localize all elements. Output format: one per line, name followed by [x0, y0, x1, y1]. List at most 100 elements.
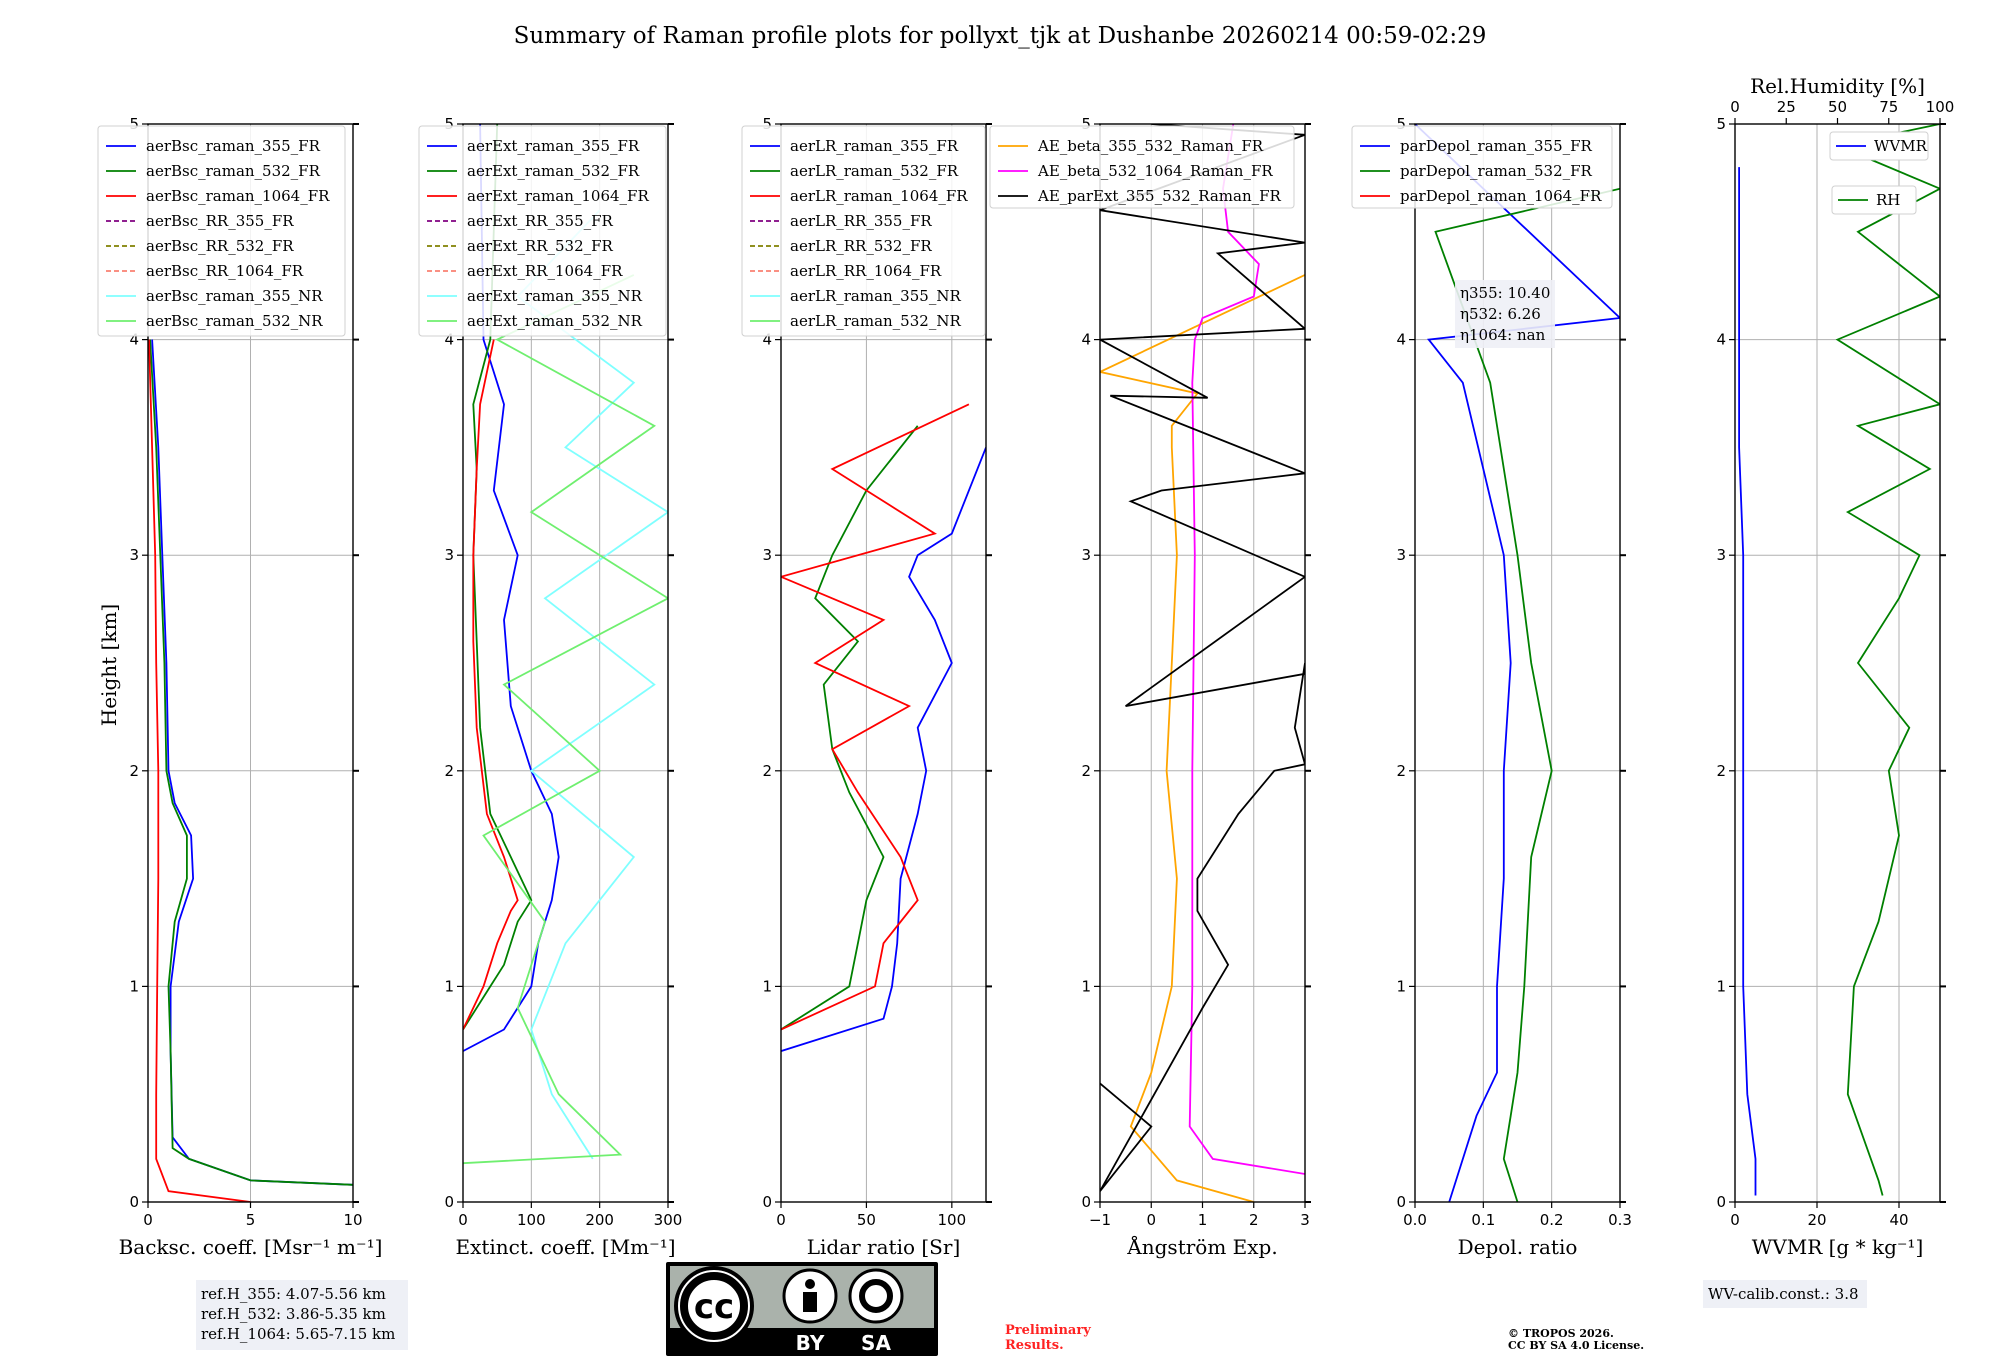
- series-line-aerExt_raman_532_FR: [463, 124, 533, 1030]
- copyright-line-2: CC BY SA 4.0 License.: [1508, 1339, 1644, 1352]
- legend-entry: aerLR_RR_355_FR: [790, 212, 932, 230]
- legend-entry: aerBsc_raman_355_FR: [146, 137, 321, 155]
- eta-value: η355: 10.40: [1460, 284, 1550, 302]
- legend-box: [1829, 131, 1929, 161]
- legend-entry: aerExt_raman_355_FR: [467, 137, 640, 155]
- legend-box: [1831, 185, 1917, 215]
- top-axis-label: Rel.Humidity [%]: [1750, 74, 1925, 98]
- x-tick-label: 0.2: [1540, 1211, 1564, 1229]
- y-tick-label: 2: [1716, 762, 1726, 780]
- figure-title: Summary of Raman profile plots for polly…: [514, 23, 1487, 49]
- eta-box: [1455, 280, 1555, 348]
- legend-entry: aerExt_RR_532_FR: [467, 237, 614, 255]
- plot-frame: [147, 123, 354, 1203]
- cc-text: cc: [694, 1287, 734, 1327]
- top-tick-label: 0: [1730, 98, 1740, 116]
- y-tick-label: 0: [1081, 1193, 1091, 1211]
- x-tick-label: 50: [857, 1211, 876, 1229]
- panel-lr: 0 50 100 0 1 2 3 4 5 Lidar ratio [Sr] aerLR_raman_…: [741, 115, 992, 1259]
- y-tick-label: 5: [129, 115, 139, 133]
- copyright-line-1: © TROPOS 2026.: [1508, 1327, 1614, 1340]
- series-line-aerExt_raman_355_NR: [516, 209, 668, 1160]
- series-line-aerBsc_raman_355_FR: [151, 339, 353, 1186]
- x-tick-label: 0.3: [1608, 1211, 1632, 1229]
- series-line-aerBsc_raman_1064_FR: [148, 339, 251, 1202]
- y-tick-label: 3: [1716, 546, 1726, 564]
- sa-share-icon: [848, 1268, 904, 1324]
- y-tick-label: 1: [444, 977, 454, 995]
- x-tick-label: 40: [1889, 1211, 1908, 1229]
- x-tick-label: 5: [246, 1211, 256, 1229]
- series-line-aerExt_raman_1064_FR: [463, 339, 519, 1030]
- top-tick-label: 100: [1926, 98, 1955, 116]
- series-line-aerBsc_raman_532_FR: [149, 339, 353, 1186]
- y-tick-label: 0: [444, 1193, 454, 1211]
- x-axis-label: Depol. ratio: [1458, 1235, 1578, 1259]
- x-tick-label: 0: [1730, 1211, 1740, 1229]
- x-axis-label: WVMR [g * kg⁻¹]: [1752, 1235, 1924, 1259]
- y-tick-label: 3: [1081, 546, 1091, 564]
- y-tick-label: 4: [762, 331, 772, 349]
- legend-box: [741, 125, 986, 337]
- plot-frame: [1734, 123, 1941, 1203]
- y-tick-label: 2: [762, 762, 772, 780]
- y-tick-label: 0: [1396, 1193, 1406, 1211]
- y-tick-label: 5: [762, 115, 772, 133]
- x-tick-label: 0.1: [1471, 1211, 1495, 1229]
- legend-entry: aerBsc_raman_355_NR: [146, 287, 323, 305]
- series-line-aerLR_raman_355_FR: [781, 447, 986, 1052]
- y-axis-label: Height [km]: [97, 604, 121, 726]
- legend-entry: aerLR_raman_532_NR: [790, 312, 961, 330]
- y-tick-label: 2: [1081, 762, 1091, 780]
- x-tick-label: 0: [458, 1211, 468, 1229]
- y-tick-label: 3: [129, 546, 139, 564]
- series-line-parDepol_raman_532_FR: [1434, 187, 1620, 1202]
- y-tick-label: 1: [1716, 977, 1726, 995]
- y-tick-label: 5: [1081, 115, 1091, 133]
- y-tick-label: 1: [129, 977, 139, 995]
- x-tick-label: −1: [1089, 1211, 1111, 1229]
- y-tick-label: 4: [1081, 331, 1091, 349]
- x-tick-label: 1: [1198, 1211, 1208, 1229]
- panel-bsc: 0 5 10 0 1 2 3 4 5 Backsc. coeff. [Msr⁻¹ m⁻¹] aerB…: [97, 115, 382, 1259]
- plot-frame: [1099, 123, 1306, 1203]
- legend-entry: aerLR_raman_355_FR: [790, 137, 959, 155]
- y-tick-label: 4: [129, 331, 139, 349]
- by-label: BY: [796, 1331, 825, 1355]
- series-line-RH: [1834, 124, 1940, 1196]
- preliminary-line-1: Preliminary: [1005, 1323, 1091, 1338]
- x-axis-label: Ångström Exp.: [1126, 1234, 1277, 1259]
- y-tick-label: 3: [762, 546, 772, 564]
- plot-frame: [780, 123, 987, 1203]
- x-tick-label: 2: [1249, 1211, 1259, 1229]
- x-tick-label: 300: [654, 1211, 683, 1229]
- y-tick-label: 4: [1716, 331, 1726, 349]
- eta-value: η532: 6.26: [1460, 305, 1541, 323]
- y-tick-label: 5: [1716, 115, 1726, 133]
- legend-entry: parDepol_raman_355_FR: [1400, 137, 1593, 155]
- wv-calib-box: WV-calib.const.: 3.8: [1703, 1280, 1867, 1308]
- x-axis-label: Lidar ratio [Sr]: [807, 1235, 961, 1259]
- x-tick-label: 100: [517, 1211, 546, 1229]
- x-tick-label: 0: [776, 1211, 786, 1229]
- top-tick-label: 25: [1777, 98, 1796, 116]
- plot-frame: [1414, 123, 1621, 1203]
- legend-entry: aerBsc_RR_355_FR: [146, 212, 294, 230]
- legend-entry: WVMR: [1874, 137, 1928, 155]
- y-tick-label: 1: [1396, 977, 1406, 995]
- legend-entry: aerBsc_raman_1064_FR: [146, 187, 330, 205]
- plot-frame: [462, 123, 669, 1203]
- series-line-WVMR: [1738, 167, 1757, 1196]
- cc-by-sa-logo: cc BY SA: [666, 1262, 938, 1356]
- y-tick-label: 3: [1396, 546, 1406, 564]
- legend-entry: aerLR_raman_532_FR: [790, 162, 959, 180]
- legend-entry: aerExt_raman_1064_FR: [467, 187, 649, 205]
- x-tick-label: 100: [938, 1211, 967, 1229]
- y-tick-label: 0: [762, 1193, 772, 1211]
- y-tick-label: 4: [1396, 331, 1406, 349]
- y-tick-label: 0: [1716, 1193, 1726, 1211]
- y-tick-label: 4: [444, 331, 454, 349]
